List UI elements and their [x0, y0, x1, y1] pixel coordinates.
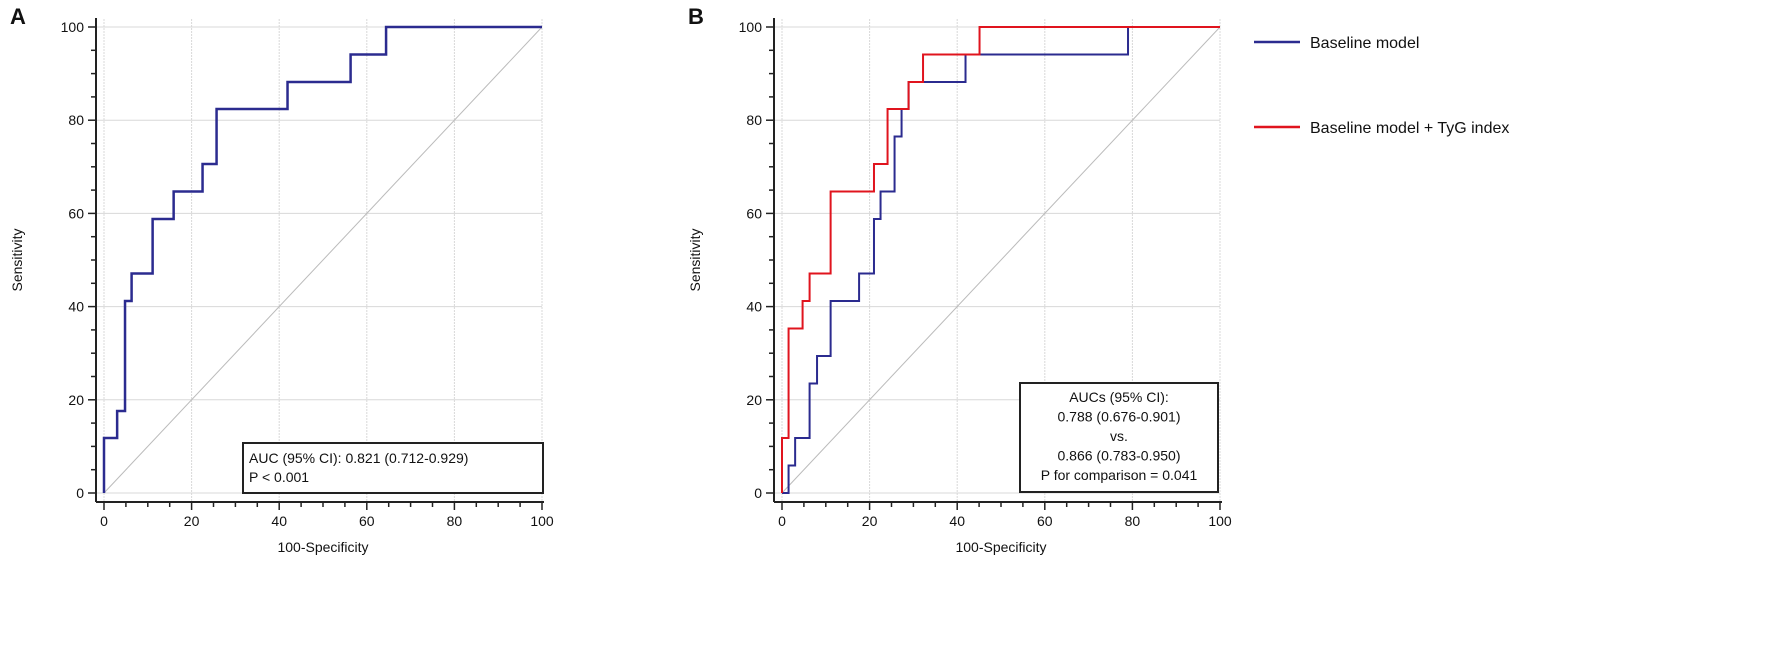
x-tick-label: 20 [184, 513, 200, 529]
x-tick-label: 80 [1125, 513, 1141, 529]
y-tick-label: 60 [68, 205, 84, 221]
y-tick-label: 20 [746, 392, 762, 408]
y-tick-label: 80 [746, 112, 762, 128]
legend-label: Baseline model + TyG index [1310, 120, 1509, 137]
y-tick-label: 40 [746, 299, 762, 315]
panel-label: A [10, 4, 26, 29]
x-tick-label: 0 [778, 513, 786, 529]
x-tick-label: 100 [1208, 513, 1232, 529]
x-tick-label: 0 [100, 513, 108, 529]
roc-curve-tyg [781, 26, 1220, 493]
panel-label: B [688, 4, 704, 29]
panel-b: B 0 20 40 60 80 100 0 20 40 60 80 100 100-Specificity… [687, 4, 1232, 555]
y-tick-label: 80 [68, 112, 84, 128]
y-tick-label: 100 [739, 19, 763, 35]
annotation-text: 0.788 (0.676-0.901) [1058, 409, 1181, 425]
annotation-text: AUC (95% CI): 0.821 (0.712-0.929) [249, 450, 468, 466]
annotation-text: P for comparison = 0.041 [1041, 467, 1198, 483]
y-axis-label: Sensitivity [9, 228, 25, 291]
x-axis-label: 100-Specificity [955, 539, 1046, 555]
annotation-box [242, 442, 544, 494]
annotation-text: vs. [1110, 428, 1128, 444]
x-tick-label: 40 [271, 513, 287, 529]
panel-a: A 0 20 40 60 80 100 0 20 40 60 80 100 100-Specificity… [9, 4, 554, 555]
x-tick-label: 100 [530, 513, 554, 529]
x-tick-label: 60 [359, 513, 375, 529]
legend-label: Baseline model [1310, 35, 1419, 52]
x-tick-label: 60 [1037, 513, 1053, 529]
x-tick-label: 40 [949, 513, 965, 529]
y-tick-label: 60 [746, 205, 762, 221]
y-tick-label: 100 [61, 19, 85, 35]
annotation-box [1019, 382, 1219, 493]
roc-curve-baseline [102, 25, 542, 493]
y-tick-label: 40 [68, 299, 84, 315]
y-tick-label: 20 [68, 392, 84, 408]
reference-diagonal-line [103, 26, 543, 494]
legend: Baseline model Baseline model + TyG index [1254, 35, 1509, 137]
y-tick-label: 0 [76, 485, 84, 501]
reference-diagonal-line [781, 26, 1221, 494]
annotation-text: P < 0.001 [249, 469, 309, 485]
y-tick-label: 0 [754, 485, 762, 501]
x-tick-label: 20 [862, 513, 878, 529]
x-tick-label: 80 [447, 513, 463, 529]
x-axis-label: 100-Specificity [277, 539, 368, 555]
annotation-text: 0.866 (0.783-0.950) [1058, 448, 1181, 464]
roc-curve-baseline [782, 26, 1220, 494]
annotation-text: AUCs (95% CI): [1069, 389, 1169, 405]
y-axis-label: Sensitivity [687, 228, 703, 291]
